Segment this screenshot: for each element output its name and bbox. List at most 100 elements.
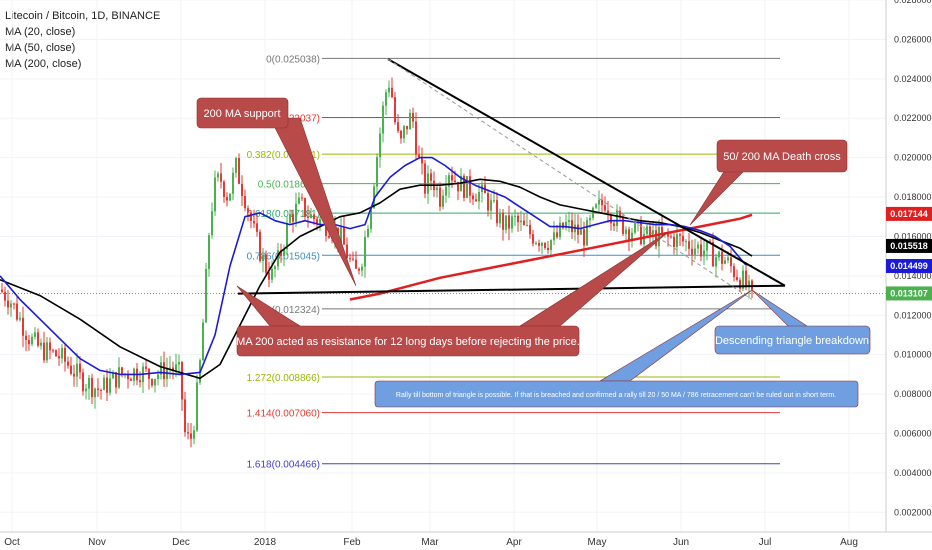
candle-body xyxy=(706,241,708,251)
candle-body xyxy=(28,339,30,345)
candle-body xyxy=(229,193,231,201)
chart-title: Litecoin / Bitcoin, 1D, BINANCE xyxy=(5,10,161,22)
candle-body xyxy=(733,266,735,278)
dashed-trend-line xyxy=(387,58,753,300)
candle-body xyxy=(391,87,393,98)
candle-body xyxy=(409,112,411,130)
candle-body xyxy=(751,280,753,290)
candle-body xyxy=(241,183,243,196)
candle-body xyxy=(718,251,720,258)
breakdown-box xyxy=(714,325,871,355)
candle-body xyxy=(376,157,378,187)
candle-body xyxy=(283,249,285,257)
moving-averages xyxy=(0,156,753,380)
candle-body xyxy=(178,361,180,365)
candle-body xyxy=(247,208,249,213)
price-badge-label: 0.013107 xyxy=(890,288,928,298)
price-axis[interactable]: 0.002000 0.004000 0.006000 0.008000 0.010000… xyxy=(885,0,932,532)
fib-level-label: 1.618(0.004466) xyxy=(247,460,320,471)
candle-body xyxy=(598,199,600,205)
candle-body xyxy=(442,195,444,207)
candle-body xyxy=(547,248,549,250)
candle-body xyxy=(118,367,120,388)
candle-body xyxy=(157,374,159,380)
candle-body xyxy=(448,175,450,187)
candle-body xyxy=(211,211,213,236)
candle-body xyxy=(55,350,57,357)
candle-body xyxy=(175,364,177,371)
candle-body xyxy=(589,217,591,221)
time-axis[interactable]: Oct Nov Dec 2018 Feb Mar Apr May Jun Jul Aug xyxy=(0,531,932,548)
breakdown-text: Descending triangle breakdown xyxy=(715,335,869,347)
fib-level-label: 0.618(0.017181) xyxy=(247,209,320,220)
candle-body xyxy=(604,205,606,211)
candle-body xyxy=(94,388,96,398)
candle-body xyxy=(700,244,702,257)
candle-body xyxy=(52,350,54,352)
candle-body xyxy=(601,199,603,206)
candle-body xyxy=(421,157,423,164)
candle-body xyxy=(475,199,477,202)
price-badge-label: 0.014499 xyxy=(890,261,928,271)
x-tick-label: Feb xyxy=(343,537,361,548)
candle-body xyxy=(328,236,330,238)
y-tick-label: 0.018000 xyxy=(894,192,932,202)
candle-body xyxy=(577,224,579,235)
candle-body xyxy=(538,242,540,246)
price-badge xyxy=(886,206,932,221)
candle-body xyxy=(262,254,264,262)
ma50-line xyxy=(0,178,753,380)
candle-body xyxy=(631,232,633,240)
candle-body xyxy=(304,198,306,217)
candle-body xyxy=(712,241,714,267)
resistance-text: MA 200 acted as resistance for 12 long d… xyxy=(236,336,580,348)
candle-body xyxy=(76,363,78,377)
candle-body xyxy=(22,317,24,336)
y-tick-label: 0.012000 xyxy=(894,310,932,320)
candle-body xyxy=(688,241,690,249)
candle-body xyxy=(400,130,402,139)
candle-body xyxy=(529,224,531,235)
candle-body xyxy=(250,212,252,221)
candle-body xyxy=(85,388,87,392)
candle-body xyxy=(319,219,321,225)
legend-ma200: MA (200, close) xyxy=(5,58,82,70)
candle-body xyxy=(742,270,744,289)
candle-body xyxy=(130,379,132,381)
candle-body xyxy=(682,235,684,242)
candle-body xyxy=(13,303,15,305)
candle-body xyxy=(586,220,588,246)
candle-body xyxy=(301,197,303,199)
candle-body xyxy=(367,228,369,237)
candle-body xyxy=(490,200,492,211)
price-badge xyxy=(886,286,932,301)
candle-body xyxy=(745,270,747,287)
candle-body xyxy=(73,373,75,377)
fib-retracement: 0(0.025038)0.236(0.022037)0.382(0.020181… xyxy=(0,54,886,471)
resistance-box xyxy=(236,325,580,357)
candle-body xyxy=(193,430,195,439)
grid xyxy=(0,0,886,532)
candle-body xyxy=(478,191,480,202)
candle-body xyxy=(595,204,597,208)
candle-body xyxy=(655,230,657,247)
candle-body xyxy=(214,177,216,212)
ma20-line xyxy=(0,156,753,376)
candle-body xyxy=(346,244,348,259)
candle-body xyxy=(565,221,567,229)
candle-body xyxy=(253,220,255,224)
candle-body xyxy=(373,186,375,208)
candle-body xyxy=(430,173,432,181)
x-tick-label: Dec xyxy=(172,537,190,548)
candle-body xyxy=(370,207,372,229)
rally-box xyxy=(374,380,859,408)
candle-body xyxy=(562,222,564,229)
candle-body xyxy=(184,399,186,433)
candle-body xyxy=(244,195,246,209)
x-tick-label: Oct xyxy=(4,537,20,548)
candle-body xyxy=(256,223,258,232)
candle-body xyxy=(613,223,615,226)
candle-body xyxy=(1,289,3,292)
candle-body xyxy=(181,361,183,400)
